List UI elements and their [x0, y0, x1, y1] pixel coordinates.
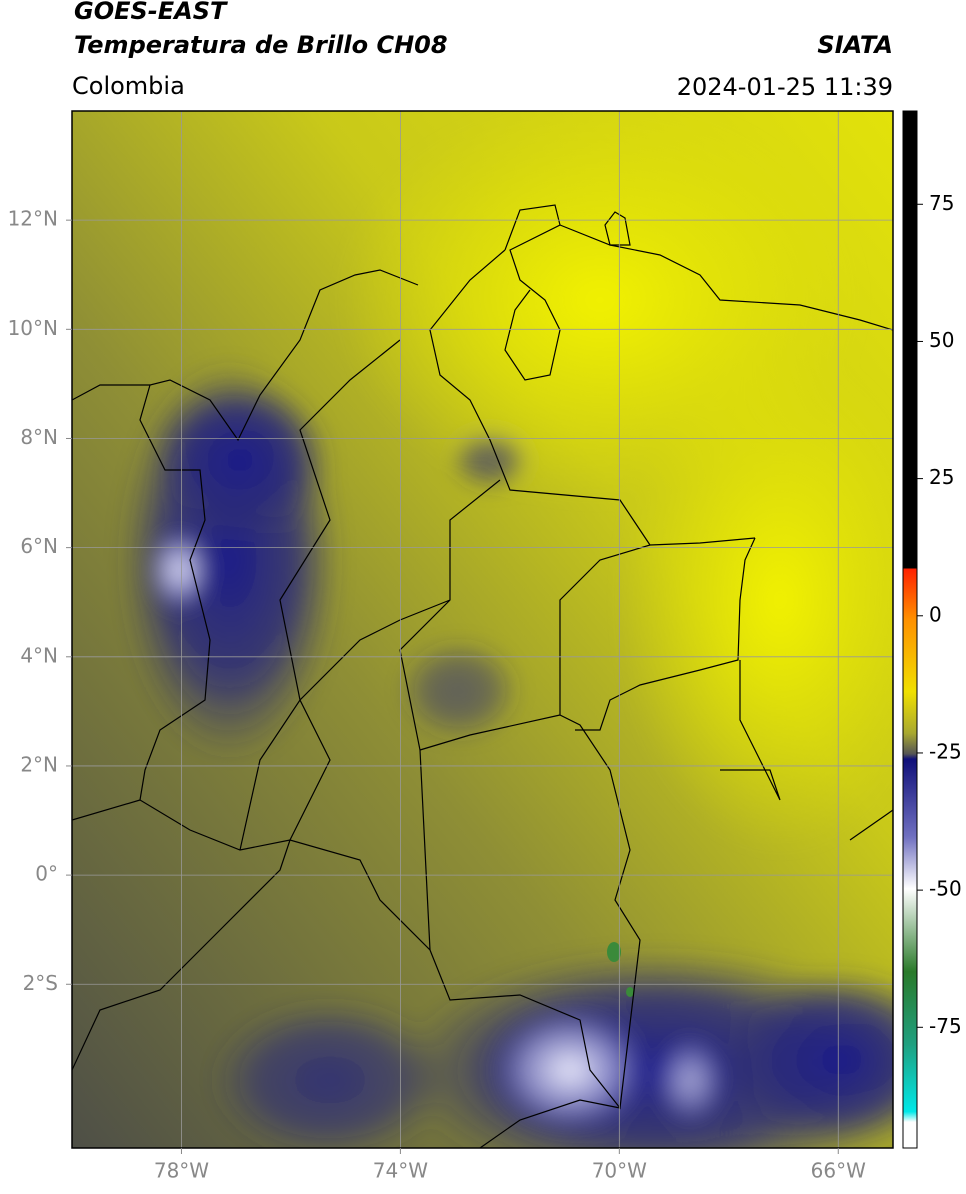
map-image [72, 111, 893, 1148]
y-tick-label: 10°N [8, 316, 58, 340]
map-frame [71, 110, 894, 1149]
grid [72, 111, 893, 1148]
colorbar-tick-label: -25 [929, 739, 962, 763]
colorbar-tick-label: 0 [929, 602, 942, 626]
y-tick-label: 8°N [20, 425, 58, 449]
colorbar-tick-label: 25 [929, 465, 954, 489]
x-tick-label: 70°W [592, 1159, 647, 1183]
timestamp: 2024-01-25 11:39 [677, 73, 893, 101]
x-tick-label: 66°W [811, 1159, 866, 1183]
y-tick-label: 0° [35, 862, 58, 886]
colorbar-tick-label: -75 [929, 1014, 962, 1038]
y-tick-label: 6°N [20, 534, 58, 558]
y-tick-label: 12°N [8, 207, 58, 231]
colorbar-tick-label: 50 [929, 328, 954, 352]
title: GOES-EAST [74, 0, 228, 25]
agency: SIATA [817, 31, 893, 59]
y-tick-label: 2°N [20, 752, 58, 776]
colorbar [902, 110, 918, 1149]
x-tick-label: 78°W [154, 1159, 209, 1183]
colorbar-tick-label: -50 [929, 877, 962, 901]
title: Temperatura de Brillo CH08 [74, 31, 448, 59]
y-tick-label: 2°S [23, 971, 58, 995]
colorbar-tick-label: 75 [929, 191, 954, 215]
y-tick-label: 4°N [20, 643, 58, 667]
x-tick-label: 74°W [373, 1159, 428, 1183]
region: Colombia [72, 72, 185, 100]
